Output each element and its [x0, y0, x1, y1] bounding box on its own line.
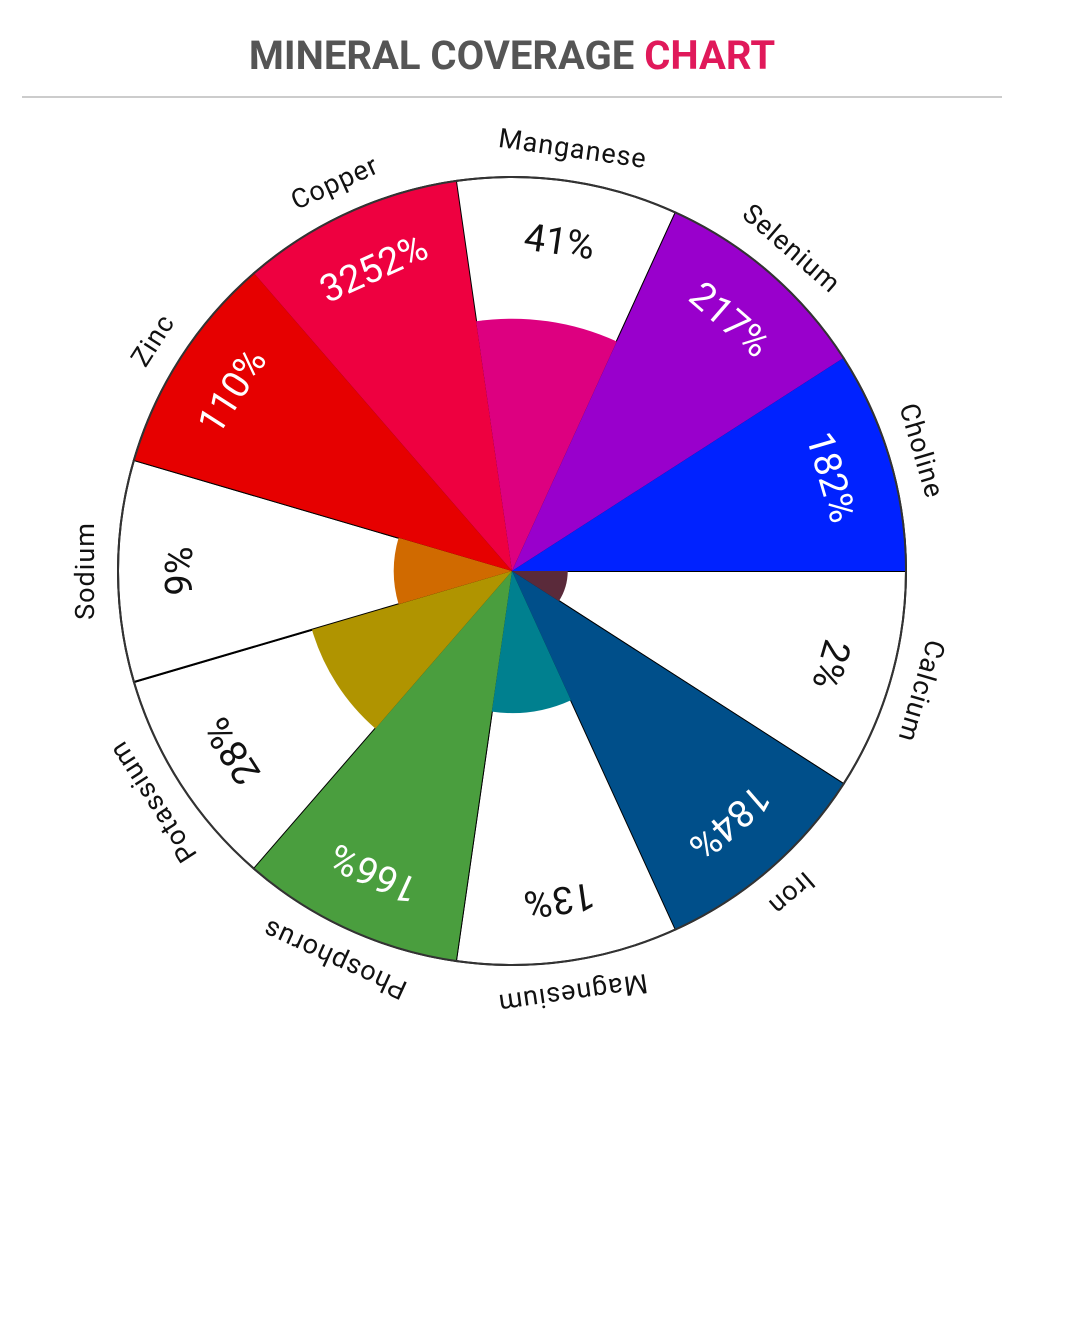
wedge: [253, 571, 512, 961]
value-label: 13%: [521, 873, 597, 927]
title-main: MINERAL COVERAGE: [249, 32, 634, 79]
plot: 2% Calcium184%Iron13%Magnesium166%Phospho…: [69, 122, 952, 1020]
wedge: [393, 537, 512, 605]
wedge: [133, 273, 512, 571]
outer-ring: [117, 176, 907, 966]
wedge: [311, 571, 512, 729]
wedge: [491, 571, 572, 714]
wedge: [512, 571, 844, 930]
wedge: [476, 318, 617, 571]
value-label: 9%: [158, 546, 202, 595]
wedge: [512, 357, 906, 571]
category-label: Sodium: [69, 522, 101, 620]
wedge: [512, 212, 844, 572]
wedge: [253, 181, 512, 571]
value-label: 41%: [521, 216, 597, 270]
chart-title: MINERAL COVERAGE CHART: [249, 32, 775, 79]
wedge: [512, 571, 568, 602]
title-accent: CHART: [644, 32, 775, 79]
